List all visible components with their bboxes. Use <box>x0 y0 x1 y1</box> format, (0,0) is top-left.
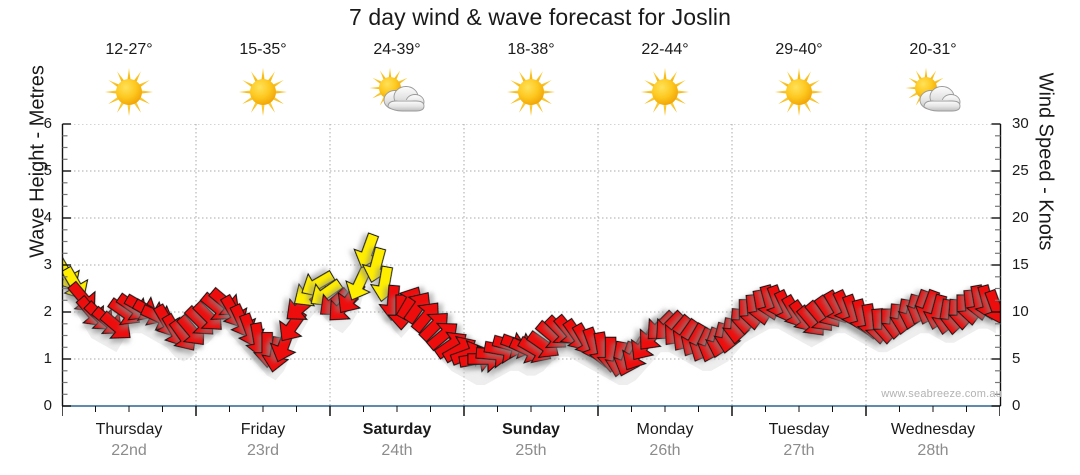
watermark: www.seabreeze.com.au <box>881 388 1002 400</box>
day-header-sunday: 18-38° <box>464 40 598 120</box>
day-footer-friday: Friday 23rd <box>196 419 330 461</box>
left-tick-label: 0 <box>43 397 52 414</box>
day-header-tuesday: 29-40° <box>732 40 866 120</box>
day-name: Tuesday <box>768 421 830 438</box>
right-tick-label: 30 <box>1012 115 1029 132</box>
right-tick-label: 10 <box>1012 303 1029 320</box>
sunny-icon <box>196 64 330 120</box>
day-name: Friday <box>240 421 286 438</box>
temperature-range: 24-39° <box>373 41 421 58</box>
day-header-thursday: 12-27° <box>62 40 196 120</box>
day-date: 25th <box>515 442 547 459</box>
day-header-monday: 22-44° <box>598 40 732 120</box>
sunny-icon <box>464 64 598 120</box>
day-date: 23rd <box>246 442 280 459</box>
day-footer-monday: Monday 26th <box>598 419 732 461</box>
right-tick-label: 20 <box>1012 209 1029 226</box>
page-title: 7 day wind & wave forecast for Joslin <box>348 4 732 30</box>
temperature-range: 22-44° <box>641 41 689 58</box>
day-name: Sunday <box>502 421 560 438</box>
day-header-wednesday: 20-31° <box>866 40 1000 120</box>
day-footer-tuesday: Tuesday 27th <box>732 419 866 461</box>
day-name: Thursday <box>95 421 163 438</box>
temperature-range: 20-31° <box>909 41 957 58</box>
day-name: Saturday <box>362 421 432 438</box>
temperature-range: 29-40° <box>775 41 823 58</box>
temperature-range: 18-38° <box>507 41 555 58</box>
day-header-saturday: 24-39° <box>330 40 464 120</box>
day-date: 22nd <box>111 442 147 459</box>
day-footer-sunday: Sunday 25th <box>464 419 598 461</box>
right-tick-label: 0 <box>1012 397 1021 414</box>
day-date: 26th <box>649 442 681 459</box>
sunny-icon <box>62 64 196 120</box>
left-tick-label: 4 <box>43 209 52 226</box>
left-tick-label: 5 <box>43 162 52 179</box>
day-date: 28th <box>917 442 949 459</box>
left-tick-label: 1 <box>43 350 52 367</box>
partly-cloudy-icon <box>866 64 1000 120</box>
day-name: Wednesday <box>890 421 976 438</box>
day-date: 27th <box>783 442 815 459</box>
right-tick-label: 25 <box>1012 162 1029 179</box>
day-name: Monday <box>636 421 694 438</box>
day-header-friday: 15-35° <box>196 40 330 120</box>
day-footer-wednesday: Wednesday 28th <box>866 419 1000 461</box>
left-tick-label: 6 <box>43 115 52 132</box>
temperature-range: 12-27° <box>105 41 153 58</box>
sunny-icon <box>732 64 866 120</box>
day-footer-thursday: Thursday 22nd <box>62 419 196 461</box>
sunny-icon <box>598 64 732 120</box>
right-tick-label: 15 <box>1012 256 1029 273</box>
day-date: 24th <box>381 442 413 459</box>
right-tick-label: 5 <box>1012 350 1021 367</box>
day-footer-saturday: Saturday 24th <box>330 419 464 461</box>
left-tick-label: 2 <box>43 303 52 320</box>
left-tick-label: 3 <box>43 256 52 273</box>
wind-wave-plot <box>61 123 1002 416</box>
partly-cloudy-icon <box>330 64 464 120</box>
temperature-range: 15-35° <box>239 41 287 58</box>
